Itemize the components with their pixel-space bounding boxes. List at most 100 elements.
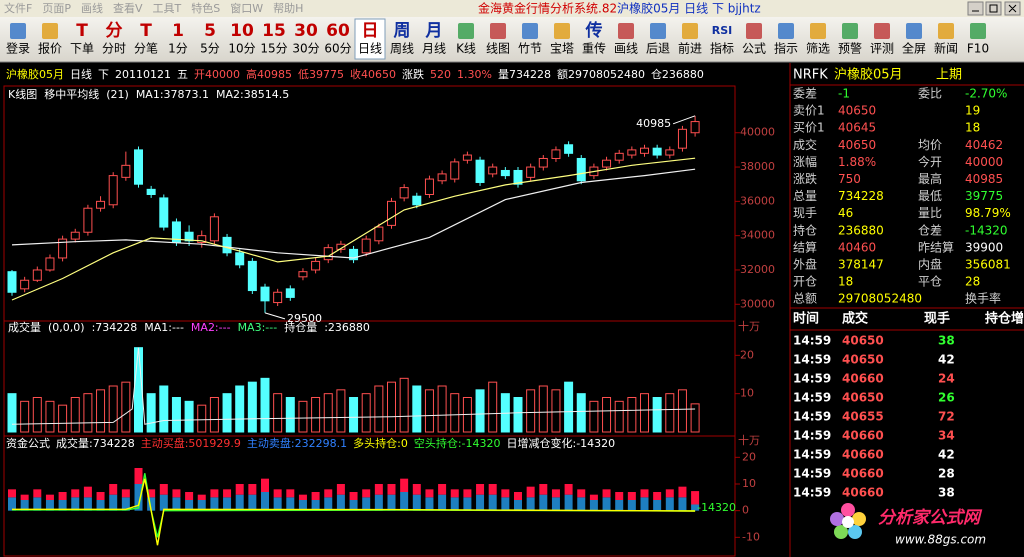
candle-body (298, 271, 308, 278)
trade-cell: 14:59 (793, 334, 831, 348)
capital-bar (387, 484, 396, 495)
quote-value: 378147 (838, 258, 884, 272)
volume-bar (677, 389, 687, 433)
menu-item[interactable]: 窗口W (230, 1, 263, 15)
capital-bar (665, 489, 674, 498)
candle-body (602, 159, 612, 168)
toolbar-button[interactable]: 60分 (324, 42, 351, 56)
toolbar-glyph: 10 (230, 21, 254, 41)
candle-body (677, 128, 687, 149)
trade-cell: 24 (938, 372, 955, 386)
toolbar-button[interactable]: 预警 (838, 41, 862, 56)
toolbar-glyph: 60 (326, 21, 350, 41)
volume-bar (20, 400, 30, 433)
trade-cell: 26 (938, 391, 955, 405)
menu-item[interactable]: 文件F (4, 1, 32, 15)
toolbar-button[interactable]: 画线 (614, 42, 638, 56)
toolbar-button[interactable]: 下单 (70, 42, 94, 56)
toolbar-button[interactable]: 评测 (870, 42, 894, 56)
candle-body (20, 279, 30, 290)
volume-bar (285, 397, 295, 433)
capital-bar (121, 497, 130, 511)
header-text: 涨跌 (402, 67, 424, 81)
candle-body (387, 200, 396, 226)
menu-item[interactable]: 画线 (81, 1, 103, 15)
trades-column-header: 成交 (842, 311, 868, 327)
toolbar-icon (554, 23, 570, 39)
capital-bar (223, 489, 232, 498)
volume-bar (146, 393, 156, 433)
candle-body (640, 147, 649, 154)
header-text: MA2:--- (191, 321, 231, 334)
toolbar-button[interactable]: 登录 (6, 41, 30, 56)
quote-label: 今开 (918, 154, 942, 169)
candle-body (374, 226, 384, 242)
menu-item[interactable]: 工具T (153, 2, 182, 15)
unit-label: 十万 (738, 319, 760, 333)
candle-body (134, 149, 143, 185)
toolbar-button[interactable]: 报价 (38, 41, 62, 56)
line-end-label: -14320 (697, 501, 736, 514)
trade-cell: 40650 (842, 353, 884, 367)
capital-bar (311, 492, 320, 500)
header-text: 成交量 (8, 320, 41, 334)
capital-bar (387, 494, 396, 511)
capital-bar (551, 497, 560, 511)
maximize-button[interactable] (985, 1, 1002, 16)
toolbar-button[interactable]: K线 (456, 42, 476, 56)
capital-bar (602, 489, 611, 498)
toolbar-button[interactable]: 公式 (742, 42, 766, 56)
candle-body (450, 161, 460, 180)
toolbar-button[interactable]: 周线 (390, 42, 414, 56)
toolbar-button[interactable]: 线图 (486, 42, 510, 56)
toolbar-button[interactable]: 筛选 (806, 41, 830, 56)
capital-bar (286, 489, 295, 498)
volume-bar (336, 389, 346, 433)
toolbar-button[interactable]: F10 (967, 42, 989, 56)
toolbar-button[interactable]: 日线 (358, 42, 382, 56)
toolbar-button[interactable]: 宝塔 (550, 42, 574, 56)
header-text: K线图 (8, 87, 37, 101)
capital-bar (589, 500, 598, 511)
toolbar-button[interactable]: 指标 (710, 41, 734, 56)
capital-bar (374, 484, 383, 495)
toolbar-button[interactable]: 竹节 (518, 42, 542, 56)
capital-bar (362, 497, 371, 511)
capital-bar (134, 484, 143, 511)
toolbar-button[interactable]: 1分 (168, 42, 188, 56)
logo-flower (830, 503, 866, 539)
toolbar-button[interactable]: 5分 (200, 42, 220, 56)
minimize-button[interactable] (967, 1, 984, 16)
toolbar-button[interactable]: 指示 (774, 41, 798, 56)
toolbar-button[interactable]: 全屏 (902, 41, 926, 56)
toolbar-icon (682, 23, 698, 39)
toolbar-button[interactable]: 前进 (678, 41, 702, 56)
trade-cell: 40655 (842, 410, 884, 424)
volume-bar (640, 393, 649, 433)
capital-bar (349, 500, 358, 511)
toolbar-button[interactable]: 月线 (422, 42, 446, 56)
menu-item[interactable]: 查看V (113, 1, 143, 15)
toolbar-button[interactable]: 分笔 (134, 41, 158, 56)
menu-item[interactable]: 特色S (191, 1, 220, 15)
header-text: MA2:38514.5 (216, 88, 289, 101)
capital-bar (602, 497, 611, 511)
toolbar-button[interactable]: 30分 (292, 42, 319, 56)
menu-item[interactable]: 帮助H (273, 1, 303, 15)
toolbar-button[interactable]: 重传 (582, 41, 606, 56)
capital-bar (223, 497, 232, 511)
volume-bar (399, 377, 409, 433)
capital-bar (438, 494, 447, 511)
toolbar-button[interactable]: 新闻 (934, 41, 958, 56)
toolbar-button[interactable]: 分时 (102, 42, 126, 56)
menu-item[interactable]: 页面P (42, 2, 71, 15)
toolbar-button[interactable]: 10分 (228, 42, 255, 56)
quote-value: 40650 (838, 104, 876, 118)
toolbar-button[interactable]: 15分 (260, 42, 287, 56)
header-text: :236880 (324, 321, 370, 334)
toolbar-glyph: 30 (294, 21, 318, 41)
toolbar-button[interactable]: 后退 (646, 42, 670, 56)
capital-bar (400, 492, 409, 511)
header-text: 仓236880 (651, 67, 704, 81)
y-tick-label: 20 (740, 348, 754, 361)
